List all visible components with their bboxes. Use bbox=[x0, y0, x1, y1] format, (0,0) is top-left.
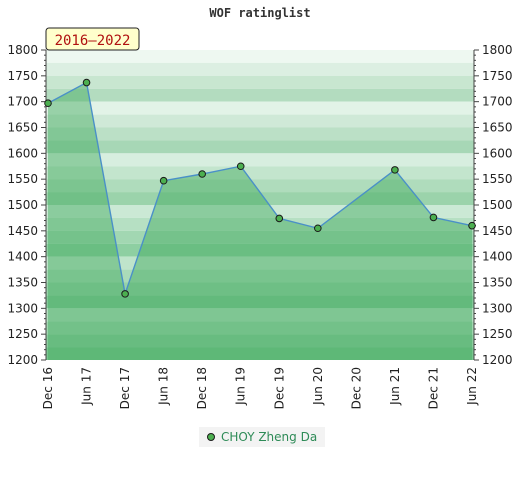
background-band bbox=[46, 295, 474, 309]
background-band bbox=[46, 269, 474, 283]
background-band bbox=[46, 243, 474, 257]
x-tick-label: Jun 21 bbox=[388, 367, 402, 406]
background-band bbox=[46, 114, 474, 128]
data-point bbox=[314, 224, 322, 233]
y-tick-label-left: 1450 bbox=[7, 224, 38, 238]
y-tick-label-left: 1550 bbox=[7, 172, 38, 186]
y-tick-label-left: 1350 bbox=[7, 276, 38, 290]
y-tick-label-right: 1450 bbox=[482, 224, 513, 238]
y-tick-label-left: 1500 bbox=[7, 198, 38, 212]
data-point bbox=[198, 170, 206, 178]
data-point bbox=[275, 214, 284, 223]
background-band bbox=[46, 166, 474, 180]
x-tick-label: Dec 21 bbox=[426, 367, 440, 409]
data-points bbox=[44, 78, 476, 298]
y-tick-label-right: 1350 bbox=[482, 276, 513, 290]
y-tick-label-left: 1300 bbox=[7, 301, 38, 315]
x-tick-label: Jun 20 bbox=[311, 367, 325, 406]
y-tick-label-left: 1400 bbox=[7, 250, 38, 264]
data-point bbox=[391, 166, 399, 174]
background-band bbox=[46, 50, 474, 63]
data-point bbox=[468, 221, 476, 230]
background-band bbox=[46, 217, 474, 231]
x-tick-label: Dec 19 bbox=[272, 367, 286, 409]
background-band bbox=[46, 308, 474, 322]
background-band bbox=[46, 153, 474, 167]
x-tick-label: Jun 17 bbox=[80, 367, 94, 406]
y-tick-label-left: 1800 bbox=[7, 43, 38, 57]
y-tick-label-right: 1600 bbox=[482, 146, 513, 160]
x-tick-label: Jun 18 bbox=[157, 367, 171, 406]
y-tick-label-right: 1550 bbox=[482, 172, 513, 186]
legend-label: CHOY Zheng Da bbox=[221, 430, 318, 444]
y-tick-label-left: 1600 bbox=[7, 146, 38, 160]
chart-title: WOF ratinglist bbox=[209, 6, 311, 20]
y-tick-label-left: 1250 bbox=[7, 327, 38, 341]
data-point bbox=[159, 176, 168, 185]
background-band bbox=[46, 127, 474, 141]
y-axis-right-labels: 1200 1250 1300 1350 1400 1450 1500 1550 1600 1650… bbox=[482, 43, 513, 367]
background-band bbox=[46, 179, 474, 193]
y-tick-label-right: 1750 bbox=[482, 69, 513, 83]
y-tick-label-left: 1650 bbox=[7, 121, 38, 135]
data-point bbox=[121, 290, 129, 298]
legend: CHOY Zheng Da bbox=[199, 427, 326, 447]
y-tick-label-right: 1500 bbox=[482, 198, 513, 212]
period-badge-box bbox=[45, 27, 140, 51]
background-band bbox=[46, 192, 474, 205]
background-band bbox=[46, 140, 474, 154]
background-band bbox=[46, 334, 474, 348]
y-axis-left-labels: 1200 1250 1300 1350 1400 1450 1500 1550 1600 1650… bbox=[7, 43, 38, 367]
background-band bbox=[46, 282, 474, 296]
y-tick-label-right: 1300 bbox=[482, 301, 513, 315]
x-tick-label: Dec 17 bbox=[118, 367, 132, 409]
x-axis-labels: Dec 16 Jun 17 Dec 17 Jun 18 Dec 18 Jun 19 Dec … bbox=[41, 367, 479, 409]
y-tick-label-right: 1200 bbox=[482, 353, 513, 367]
y-tick-label-left: 1750 bbox=[7, 69, 38, 83]
data-point bbox=[429, 213, 438, 222]
x-tick-label: Jun 22 bbox=[465, 367, 479, 406]
background-bands bbox=[46, 50, 474, 360]
axes bbox=[41, 49, 479, 361]
background-band bbox=[46, 75, 474, 89]
y-tick-label-right: 1650 bbox=[482, 121, 513, 135]
background-band bbox=[46, 205, 474, 218]
background-band bbox=[46, 230, 474, 244]
period-badge: 2016–2022 bbox=[45, 27, 140, 51]
x-tick-label: Dec 20 bbox=[349, 367, 363, 409]
y-tick-label-right: 1700 bbox=[482, 95, 513, 109]
x-tick-label: Jun 19 bbox=[234, 367, 248, 406]
rating-area-fill bbox=[48, 82, 472, 361]
period-badge-text: 2016–2022 bbox=[55, 33, 131, 49]
y-tick-label-left: 1200 bbox=[7, 353, 38, 367]
y-tick-label-right: 1400 bbox=[482, 250, 513, 264]
data-point bbox=[236, 162, 245, 171]
background-band bbox=[46, 62, 474, 76]
x-tick-label: Dec 16 bbox=[41, 367, 55, 409]
background-band bbox=[46, 101, 474, 115]
background-band bbox=[46, 321, 474, 335]
legend-marker-icon bbox=[207, 433, 215, 441]
y-tick-label-right: 1250 bbox=[482, 327, 513, 341]
x-tick-label: Dec 18 bbox=[195, 367, 209, 409]
y-tick-label-right: 1800 bbox=[482, 43, 513, 57]
data-point bbox=[44, 99, 52, 108]
y-tick-label-left: 1700 bbox=[7, 95, 38, 109]
background-band bbox=[46, 88, 474, 102]
background-band bbox=[46, 347, 474, 360]
background-band bbox=[46, 256, 474, 270]
data-point bbox=[82, 78, 91, 87]
